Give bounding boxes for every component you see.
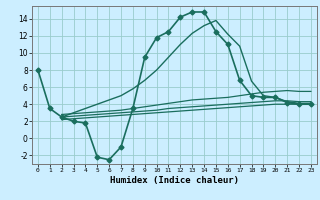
X-axis label: Humidex (Indice chaleur): Humidex (Indice chaleur) (110, 176, 239, 185)
